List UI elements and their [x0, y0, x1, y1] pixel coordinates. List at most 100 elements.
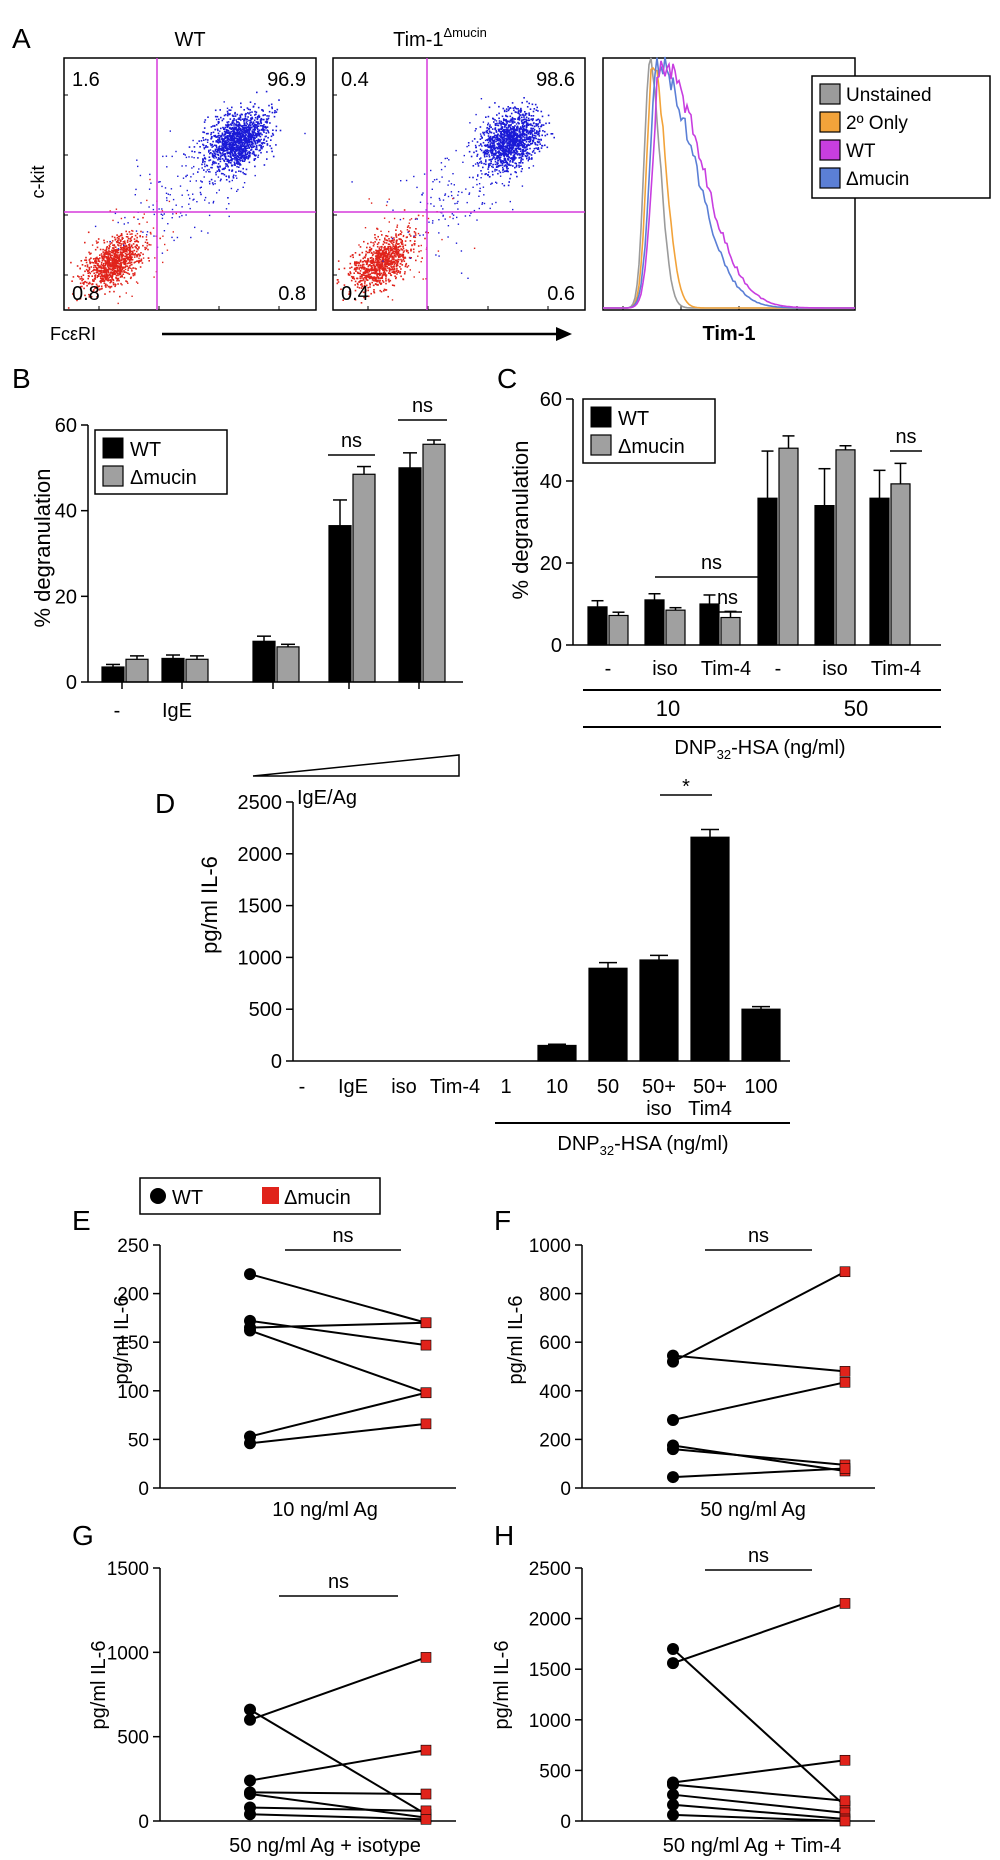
event-dot-positive [253, 125, 256, 128]
event-dot [103, 265, 105, 267]
event-dot-positive [218, 169, 220, 171]
fceri-axis-label: FcεRI [50, 324, 96, 344]
event-dot-negative [138, 247, 140, 249]
event-dot-positive [510, 134, 512, 137]
event-dot-negative [121, 267, 124, 270]
event-dot-positive [499, 134, 501, 137]
event-dot [152, 208, 155, 211]
event-dot [137, 282, 139, 284]
event-dot-negative [121, 255, 124, 258]
event-dot-positive [513, 135, 516, 137]
event-dot-negative [366, 251, 369, 254]
event-dot-positive [193, 146, 196, 148]
event-dot-positive [217, 132, 220, 135]
event-dot-negative [131, 253, 133, 256]
event-dot-negative [91, 261, 93, 264]
event-dot-negative [125, 250, 127, 252]
event-dot-negative [116, 279, 118, 282]
event-dot-positive [239, 157, 242, 159]
event-dot-positive [223, 160, 226, 163]
event-dot-negative [392, 258, 395, 260]
event-dot-negative [382, 243, 384, 246]
event-dot-negative [367, 257, 369, 260]
event-dot-positive [238, 118, 241, 121]
event-dot [433, 179, 436, 181]
event-dot [421, 194, 423, 196]
event-dot [207, 232, 209, 234]
event-dot-negative [368, 264, 371, 266]
event-dot [499, 175, 502, 177]
event-dot-negative [390, 247, 392, 250]
event-dot-negative [102, 248, 104, 251]
event-dot-negative [104, 249, 106, 252]
event-dot-positive [238, 154, 241, 157]
event-dot-positive [231, 158, 234, 160]
event-dot-positive [221, 143, 224, 145]
event-dot-positive [523, 143, 526, 145]
event-dot-positive [232, 177, 235, 179]
event-dot [388, 198, 390, 200]
event-dot-negative [102, 275, 105, 277]
event-dot-negative [358, 272, 360, 275]
event-dot-negative [119, 234, 122, 237]
event-dot-negative [374, 283, 377, 285]
event-dot-negative [116, 277, 119, 280]
event-dot-negative [379, 256, 382, 258]
event-dot-negative [365, 269, 367, 271]
event-dot-positive [244, 139, 246, 142]
event-dot-positive [217, 129, 219, 132]
event-dot [124, 216, 126, 219]
event-dot-negative [134, 252, 136, 255]
event-dot-positive [201, 163, 203, 166]
event-dot-positive [526, 136, 528, 138]
event-dot-negative [105, 257, 108, 259]
event-dot-positive [214, 128, 216, 131]
event-dot [127, 282, 129, 284]
event-dot [425, 278, 427, 280]
event-dot-negative [401, 243, 403, 245]
event-dot-negative [399, 272, 401, 274]
event-dot-positive [265, 90, 268, 93]
event-dot-positive [517, 111, 519, 114]
event-dot-negative [82, 282, 84, 284]
event-dot [481, 145, 483, 147]
event-dot-positive [480, 160, 482, 163]
event-dot-negative [387, 267, 389, 269]
event-dot-positive [519, 111, 522, 113]
event-dot-positive [231, 106, 233, 109]
event-dot-negative [140, 260, 143, 262]
event-dot-negative [391, 284, 394, 286]
event-dot-positive [493, 141, 496, 143]
event-dot-negative [376, 258, 378, 260]
event-dot-positive [257, 130, 259, 132]
event-dot [480, 177, 482, 179]
event-dot-positive [259, 124, 262, 127]
event-dot-positive [508, 144, 510, 147]
tim1-axis-label: Tim-1 [703, 323, 756, 345]
event-dot-negative [369, 257, 372, 259]
event-dot [257, 154, 260, 156]
event-dot-negative [375, 238, 378, 241]
event-dot-positive [505, 121, 508, 123]
event-dot-negative [90, 252, 92, 255]
event-dot-positive [235, 162, 238, 164]
event-dot-negative [107, 285, 110, 288]
event-dot-negative [384, 265, 387, 268]
event-dot [209, 149, 212, 151]
event-dot-positive [538, 138, 540, 141]
event-dot-positive [253, 128, 255, 131]
event-dot-positive [257, 156, 259, 158]
event-dot-negative [126, 265, 129, 267]
event-dot-positive [486, 129, 489, 132]
event-dot-negative [112, 250, 114, 252]
event-dot-positive [239, 134, 242, 136]
event-dot [131, 295, 133, 297]
event-dot [364, 227, 367, 229]
event-dot-positive [505, 137, 508, 139]
event-dot-negative [400, 248, 402, 250]
event-dot-positive [242, 127, 245, 129]
event-dot-positive [222, 167, 225, 170]
event-dot-negative [113, 247, 115, 249]
event-dot-positive [537, 110, 539, 112]
event-dot-positive [522, 158, 524, 161]
